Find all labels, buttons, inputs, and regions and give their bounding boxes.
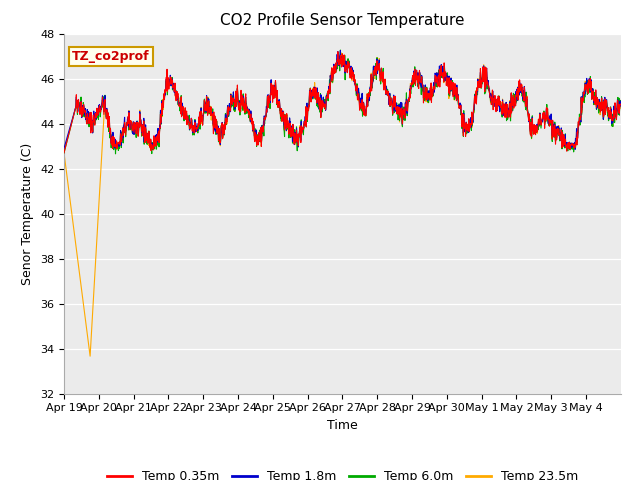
X-axis label: Time: Time — [327, 419, 358, 432]
Title: CO2 Profile Sensor Temperature: CO2 Profile Sensor Temperature — [220, 13, 465, 28]
Legend: Temp 0.35m, Temp 1.8m, Temp 6.0m, Temp 23.5m: Temp 0.35m, Temp 1.8m, Temp 6.0m, Temp 2… — [102, 465, 583, 480]
Y-axis label: Senor Temperature (C): Senor Temperature (C) — [22, 143, 35, 285]
Text: TZ_co2prof: TZ_co2prof — [72, 50, 150, 63]
